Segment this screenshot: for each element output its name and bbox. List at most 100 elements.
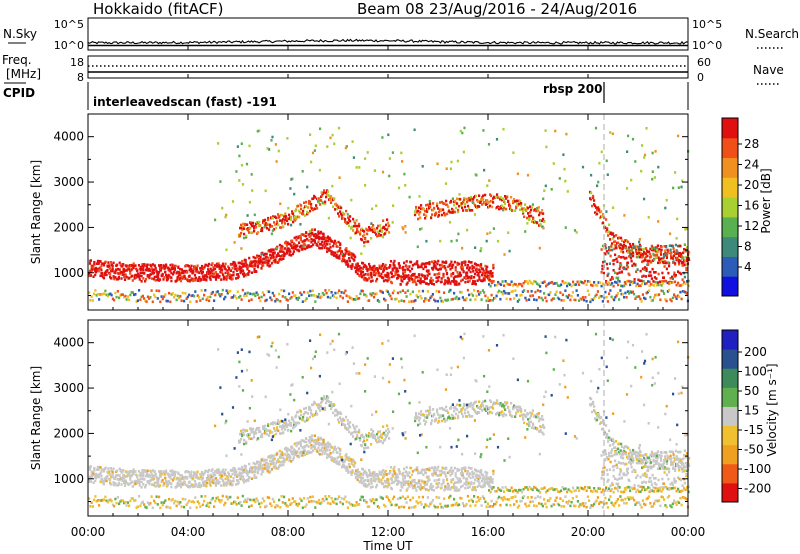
power-colorbar-frame (721, 117, 739, 297)
power-cell (656, 283, 659, 287)
power-cell (363, 293, 366, 296)
power-cell (663, 265, 666, 268)
power-cell (304, 239, 307, 242)
power-cell (638, 295, 641, 298)
power-cell (118, 272, 121, 276)
power-cell (468, 279, 471, 283)
power-cell (134, 264, 137, 267)
power-cell (531, 294, 534, 297)
power-cell (462, 200, 465, 204)
velocity-cell (205, 480, 208, 483)
velocity-cell (323, 397, 326, 400)
power-cell (376, 268, 379, 272)
power-cell (393, 264, 396, 267)
power-cell (611, 276, 614, 279)
velocity-cell (200, 484, 203, 487)
power-cell (383, 297, 386, 301)
power-cell (426, 210, 429, 213)
power-cell (106, 269, 109, 272)
velocity-cell (280, 456, 283, 459)
power-cell (621, 239, 624, 242)
power-cell (549, 291, 552, 294)
power-cell (516, 284, 519, 288)
power-cell (231, 262, 234, 266)
power-cell (420, 297, 423, 300)
power-cell (303, 234, 306, 237)
power-cell (447, 205, 450, 208)
power-cell (198, 271, 201, 275)
velocity-cell (331, 459, 334, 462)
power-cell (488, 299, 491, 303)
power-cell (363, 278, 366, 282)
power-cell (158, 271, 161, 274)
power-cell (436, 262, 439, 266)
power-cell (291, 210, 294, 213)
power-cell (163, 264, 166, 268)
velocity-cell (151, 473, 154, 477)
power-cell (604, 290, 607, 294)
power-cell (532, 217, 535, 221)
power-cell (531, 206, 534, 209)
power-cell (225, 248, 228, 252)
power-cell (535, 209, 538, 213)
power-cell (302, 209, 305, 213)
velocity-cell (285, 458, 288, 461)
velocity-cell (214, 470, 217, 473)
velocity-cell (450, 480, 453, 484)
power-cell (361, 289, 364, 293)
velocity-cell (267, 422, 270, 426)
power-cell (279, 255, 282, 258)
velocity-cell (287, 455, 290, 459)
velocity-cell (270, 462, 273, 466)
power-cell (313, 239, 316, 243)
power-cell (189, 270, 192, 273)
velocity-cell (189, 472, 192, 476)
velocity-cell (414, 486, 417, 490)
velocity-cell (478, 481, 481, 485)
power-cell (450, 274, 453, 278)
power-cell (639, 248, 642, 251)
velocity-cell (408, 485, 411, 488)
velocity-cell (221, 468, 225, 472)
power-cell (290, 254, 293, 257)
power-cell (259, 224, 262, 227)
velocity-cell (445, 467, 448, 471)
power-cell (451, 297, 454, 301)
power-cell (680, 284, 683, 287)
velocity-cell (319, 453, 322, 456)
power-cell (90, 269, 93, 273)
velocity-cell (276, 426, 279, 429)
velocity-cell (207, 475, 211, 479)
power-cell (543, 292, 546, 295)
power-cell (315, 204, 318, 207)
power-cell (545, 145, 548, 149)
power-cell (664, 249, 667, 252)
power-cell (212, 266, 215, 269)
velocity-cell (277, 465, 281, 469)
power-cell (546, 293, 549, 296)
power-cell (229, 289, 232, 293)
velocity-cell (272, 421, 275, 424)
power-cell (271, 251, 274, 254)
power-cell (522, 210, 525, 214)
power-cell (631, 264, 634, 267)
velocity-cell (104, 466, 107, 470)
power-cell (240, 142, 243, 145)
power-cell (120, 293, 123, 296)
velocity-cell (184, 483, 187, 486)
power-cell (366, 232, 369, 236)
power-cell (676, 294, 679, 298)
power-cell (347, 265, 350, 268)
power-cell (651, 299, 654, 302)
velocity-cell (347, 469, 350, 472)
power-cell (581, 281, 584, 284)
power-cell (681, 278, 684, 281)
power-cell (457, 210, 460, 214)
power-cell (288, 248, 291, 251)
power-cell (612, 206, 615, 209)
power-cell (319, 296, 322, 299)
power-cell (466, 271, 469, 274)
power-cell (617, 276, 620, 280)
velocity-cell (383, 471, 386, 474)
power-cell (603, 260, 606, 263)
